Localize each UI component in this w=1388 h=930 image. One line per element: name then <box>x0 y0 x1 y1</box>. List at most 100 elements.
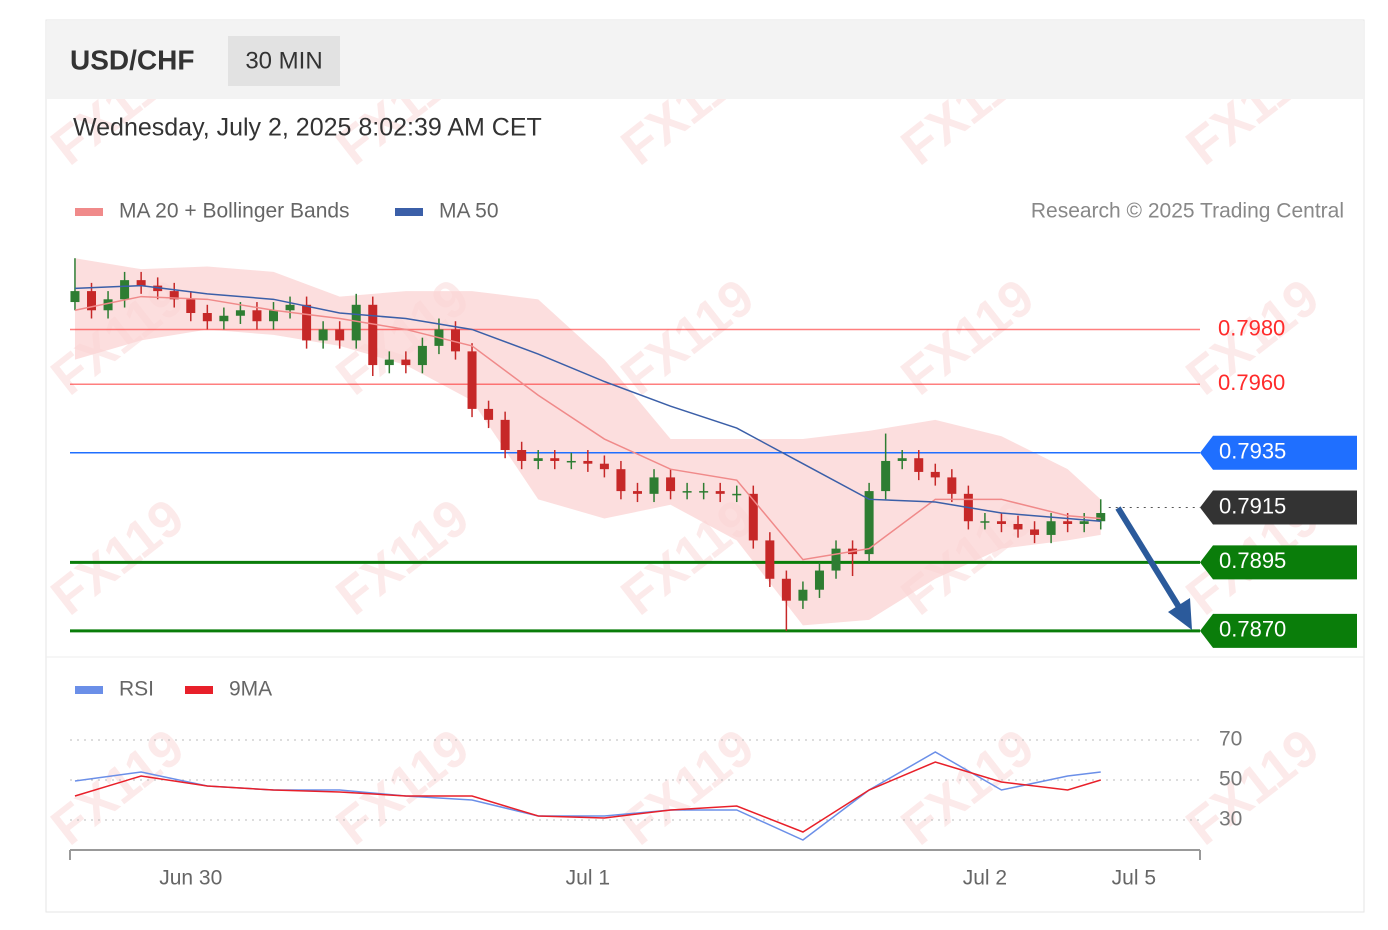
candle-body <box>1013 523 1023 530</box>
x-tick-label: Jun 30 <box>159 867 222 890</box>
legend-swatch <box>75 686 103 694</box>
watermark: FX119 <box>326 718 480 856</box>
watermark: FX119 <box>611 268 765 406</box>
candle-body <box>814 570 824 590</box>
candle-body <box>864 491 874 555</box>
candle-body <box>632 491 642 494</box>
price-plot: MA 20 + Bollinger Bands MA 50 0.7980 0.7960… <box>70 200 1357 648</box>
candle-body <box>467 351 477 409</box>
forecast-arrow <box>1115 506 1185 614</box>
candle-body <box>500 419 510 450</box>
candle-body <box>765 540 775 579</box>
candle-body <box>169 291 179 300</box>
legend-label: 9MA <box>229 678 272 701</box>
rsi-line <box>74 761 1101 833</box>
candle-body <box>302 304 312 341</box>
candle-body <box>550 458 560 461</box>
candle-body <box>384 359 394 366</box>
level-tag <box>1200 435 1357 470</box>
candle-body <box>715 491 725 494</box>
candle-body <box>980 521 990 523</box>
candle-body <box>285 304 295 311</box>
candle-body <box>748 493 758 541</box>
legend-label: RSI <box>119 678 154 701</box>
candle-body <box>583 460 593 464</box>
timestamp: Wednesday, July 2, 2025 8:02:39 AM CET <box>73 114 542 142</box>
candle-body <box>732 493 742 496</box>
candle-body <box>335 329 345 341</box>
candle-body <box>649 477 659 494</box>
interval-box <box>228 36 340 86</box>
candle-body <box>517 450 527 461</box>
candle-body <box>1063 521 1073 524</box>
candle-body <box>450 329 460 352</box>
legend-label: MA 20 + Bollinger Bands <box>119 200 350 223</box>
level-tag <box>1200 545 1357 580</box>
candle-body <box>897 458 907 461</box>
candle-body <box>1079 521 1089 524</box>
legend-swatch <box>75 208 103 216</box>
level-tag <box>1200 613 1357 648</box>
card <box>45 19 1365 913</box>
candle-body <box>533 458 543 461</box>
candle-body <box>881 460 891 492</box>
candle-body <box>70 291 80 303</box>
candle-body <box>1046 521 1056 535</box>
candle-body <box>996 521 1006 524</box>
watermark: FX119 <box>611 718 765 856</box>
candle-body <box>318 329 328 341</box>
candle-body <box>417 345 427 366</box>
candle-body <box>781 578 791 601</box>
candle-body <box>252 310 262 322</box>
watermark: FX119 <box>891 718 1045 856</box>
candle-body <box>1030 529 1040 535</box>
level-label: 0.7895 <box>1219 548 1286 573</box>
y-tick-label: 30 <box>1219 808 1242 831</box>
candle-body <box>616 469 626 492</box>
level-label: 0.7980 <box>1218 315 1285 340</box>
candle-body <box>120 280 130 300</box>
bollinger-band <box>74 258 1101 626</box>
level-label: 0.7960 <box>1218 370 1285 395</box>
x-tick-label: Jul 1 <box>566 867 610 890</box>
rsi-plot: RSI 9MA 30 50 70 Jun 30 Jul 1 Jul 2 Jul 5 <box>70 678 1242 890</box>
legend-label: MA 50 <box>439 200 499 223</box>
candle-body <box>136 280 146 286</box>
candle-body <box>103 299 113 311</box>
watermark: FX119 <box>1176 718 1330 856</box>
level-label: 0.7935 <box>1219 439 1286 464</box>
level-label: 0.7915 <box>1219 493 1286 518</box>
candle-body <box>798 589 808 601</box>
y-tick-label: 70 <box>1219 728 1242 751</box>
candle-body <box>87 291 97 311</box>
candle-body <box>566 460 576 463</box>
credit: Research © 2025 Trading Central <box>1031 200 1344 223</box>
candle-body <box>1096 513 1106 522</box>
candle-body <box>351 304 361 341</box>
candle-body <box>268 310 278 322</box>
legend-swatch <box>395 208 423 216</box>
candle-body <box>202 313 212 322</box>
legend-swatch <box>185 686 213 694</box>
watermark: FX119 <box>41 488 195 626</box>
watermark: FX119 <box>326 488 480 626</box>
watermark: FX119 <box>41 718 195 856</box>
ma-line <box>74 295 1101 561</box>
candle-body <box>599 463 609 470</box>
ma-line <box>74 284 1101 522</box>
candle-body <box>186 299 196 314</box>
level-tag <box>1200 490 1357 525</box>
forecast-arrowhead <box>1168 598 1192 630</box>
x-tick-label: Jul 2 <box>963 867 1007 890</box>
candle-body <box>368 304 378 366</box>
candle-body <box>947 477 957 494</box>
x-tick-label: Jul 5 <box>1112 867 1156 890</box>
candle-body <box>219 315 229 322</box>
candle-body <box>682 491 692 493</box>
candle-body <box>666 477 676 492</box>
symbol: USD/CHF <box>70 44 194 75</box>
candle-body <box>401 359 411 366</box>
candle-body <box>699 491 709 493</box>
interval: 30 MIN <box>245 47 322 74</box>
